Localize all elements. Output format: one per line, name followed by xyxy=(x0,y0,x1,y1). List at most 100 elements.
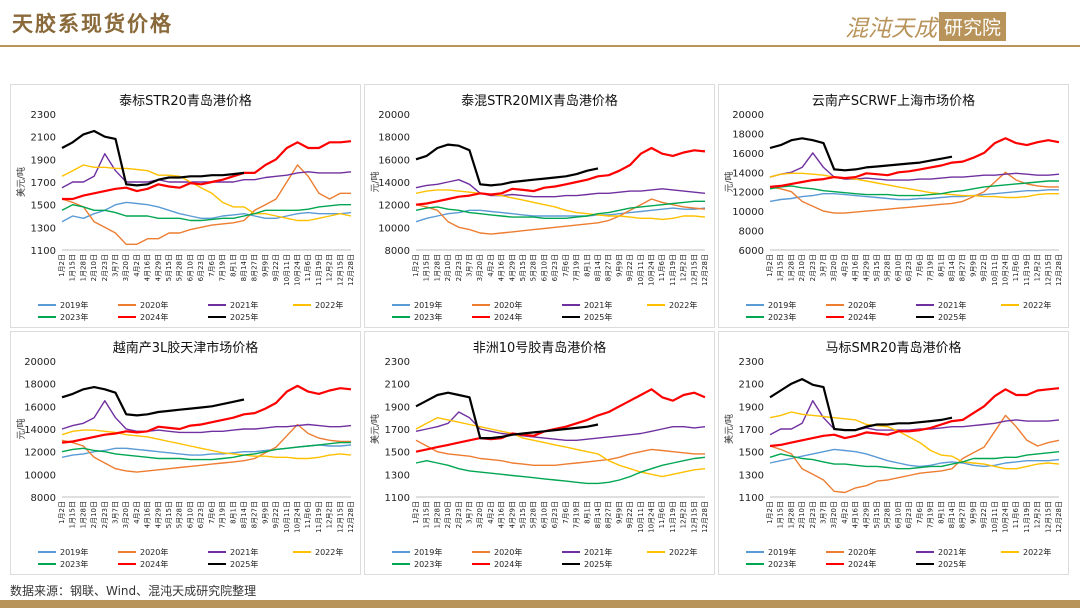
legend-label: 2021年 xyxy=(938,300,966,310)
y-tick-label: 1900 xyxy=(385,402,410,413)
y-tick-label: 18000 xyxy=(24,380,56,391)
y-tick-label: 8000 xyxy=(385,246,410,257)
legend-label: 2023年 xyxy=(768,559,796,569)
y-tick-label: 1300 xyxy=(385,470,410,481)
y-tick-label: 1500 xyxy=(385,448,410,459)
x-tick-label: 6月10日 xyxy=(894,501,902,528)
x-tick-label: 12月28日 xyxy=(1055,501,1063,533)
legend-label: 2022年 xyxy=(315,300,343,310)
company-logo: 混沌天成 研究院 xyxy=(845,9,1007,42)
x-tick-label: 10月11日 xyxy=(637,501,645,533)
series-line-2021 xyxy=(769,152,1060,181)
chart-title: 越南产3L胶天津市场价格 xyxy=(113,340,259,356)
x-tick-label: 3月7日 xyxy=(820,501,828,524)
legend-label: 2020年 xyxy=(140,547,168,557)
series-line-2023 xyxy=(769,180,1059,197)
x-tick-label: 2月23日 xyxy=(809,254,817,281)
y-tick-label: 14000 xyxy=(24,425,56,436)
y-axis-label: 元/吨 xyxy=(369,171,381,192)
chart-frame xyxy=(718,331,1069,575)
x-tick-label: 12月2日 xyxy=(326,254,334,281)
x-tick-label: 12月2日 xyxy=(326,501,334,528)
y-axis-label: 元/吨 xyxy=(723,171,735,192)
x-tick-label: 10月24日 xyxy=(293,254,301,286)
series-line-2024 xyxy=(62,140,352,201)
x-tick-label: 10月24日 xyxy=(293,501,301,533)
x-tick-label: 9月9日 xyxy=(261,501,269,524)
x-tick-label: 11月19日 xyxy=(315,501,323,533)
y-tick-label: 1100 xyxy=(739,493,764,504)
y-tick-label: 20000 xyxy=(24,357,56,368)
chart-panel-5: 非洲10号胶青岛港价格 美元/吨 1100 1300 1500 1700 1900 2100 2… xyxy=(364,331,715,575)
y-tick-label: 8000 xyxy=(31,493,56,504)
x-tick-label: 1月15日 xyxy=(69,501,77,528)
x-tick-label: 9月22日 xyxy=(980,254,988,281)
series-line-2022 xyxy=(415,189,706,221)
series-line-2020 xyxy=(61,423,351,473)
x-tick-label: 2月10日 xyxy=(90,501,98,528)
x-tick-label: 7月19日 xyxy=(927,254,935,281)
x-tick-label: 4月16日 xyxy=(498,254,506,281)
x-tick-label: 9月22日 xyxy=(626,254,634,281)
x-tick-label: 4月29日 xyxy=(862,501,870,528)
legend-label: 2023年 xyxy=(60,559,88,569)
x-tick-label: 10月24日 xyxy=(1001,501,1009,533)
x-tick-label: 12月28日 xyxy=(701,254,709,286)
x-tick-label: 12月2日 xyxy=(1034,254,1042,281)
x-tick-label: 11月6日 xyxy=(1012,254,1020,281)
legend-label: 2024年 xyxy=(494,559,522,569)
y-tick-label: 1300 xyxy=(31,223,56,234)
series-line-2021 xyxy=(769,399,1060,436)
x-tick-label: 6月23日 xyxy=(551,254,559,281)
x-tick-label: 12月15日 xyxy=(336,501,344,533)
x-tick-label: 7月6日 xyxy=(208,501,216,524)
x-tick-label: 10月24日 xyxy=(647,501,655,533)
series-line-2022 xyxy=(769,172,1059,199)
x-tick-label: 1月2日 xyxy=(766,501,774,524)
legend-label: 2024年 xyxy=(140,559,168,569)
series-line-2025 xyxy=(769,137,953,172)
x-tick-label: 3月20日 xyxy=(830,254,838,281)
x-tick-label: 2月10日 xyxy=(444,254,452,281)
legend-label: 2022年 xyxy=(669,547,697,557)
legend-label: 2021年 xyxy=(938,547,966,557)
x-tick-label: 1月15日 xyxy=(423,254,431,281)
series-line-2024 xyxy=(415,146,706,206)
y-tick-label: 12000 xyxy=(378,201,410,212)
x-tick-label: 5月15日 xyxy=(519,501,527,528)
y-tick-label: 20000 xyxy=(732,110,764,121)
series-line-2023 xyxy=(415,200,705,220)
legend-label: 2023年 xyxy=(414,312,442,322)
x-tick-label: 4月2日 xyxy=(487,254,495,277)
legend-label: 2021年 xyxy=(230,300,258,310)
legend-label: 2020年 xyxy=(494,547,522,557)
x-tick-label: 5月28日 xyxy=(884,254,892,281)
chart-title: 云南产SCRWF上海市场价格 xyxy=(812,93,975,109)
x-tick-label: 5月28日 xyxy=(884,501,892,528)
x-tick-label: 8月14日 xyxy=(594,501,602,528)
data-source-note: 数据来源：钢联、Wind、混沌天成研究院整理 xyxy=(10,584,257,598)
legend-label: 2019年 xyxy=(414,547,442,557)
x-tick-label: 9月9日 xyxy=(261,254,269,277)
x-tick-label: 8月1日 xyxy=(937,501,945,524)
legend-label: 2025年 xyxy=(938,312,966,322)
series-line-2025 xyxy=(61,385,245,417)
series-line-2024 xyxy=(769,137,1060,188)
x-tick-label: 1月15日 xyxy=(777,254,785,281)
x-tick-label: 1月2日 xyxy=(766,254,774,277)
y-tick-label: 10000 xyxy=(24,470,56,481)
x-tick-label: 1月28日 xyxy=(787,254,795,281)
chart-frame xyxy=(10,84,361,328)
x-tick-label: 2月10日 xyxy=(798,501,806,528)
series-line-2020 xyxy=(61,164,351,246)
x-tick-label: 1月28日 xyxy=(433,501,441,528)
x-tick-label: 7月19日 xyxy=(927,501,935,528)
legend-label: 2022年 xyxy=(315,547,343,557)
y-tick-label: 1700 xyxy=(385,425,410,436)
x-tick-label: 5月15日 xyxy=(165,254,173,281)
legend-label: 2023年 xyxy=(414,559,442,569)
x-tick-label: 3月20日 xyxy=(122,254,130,281)
y-axis-label: 元/吨 xyxy=(15,418,27,439)
legend-label: 2022年 xyxy=(669,300,697,310)
